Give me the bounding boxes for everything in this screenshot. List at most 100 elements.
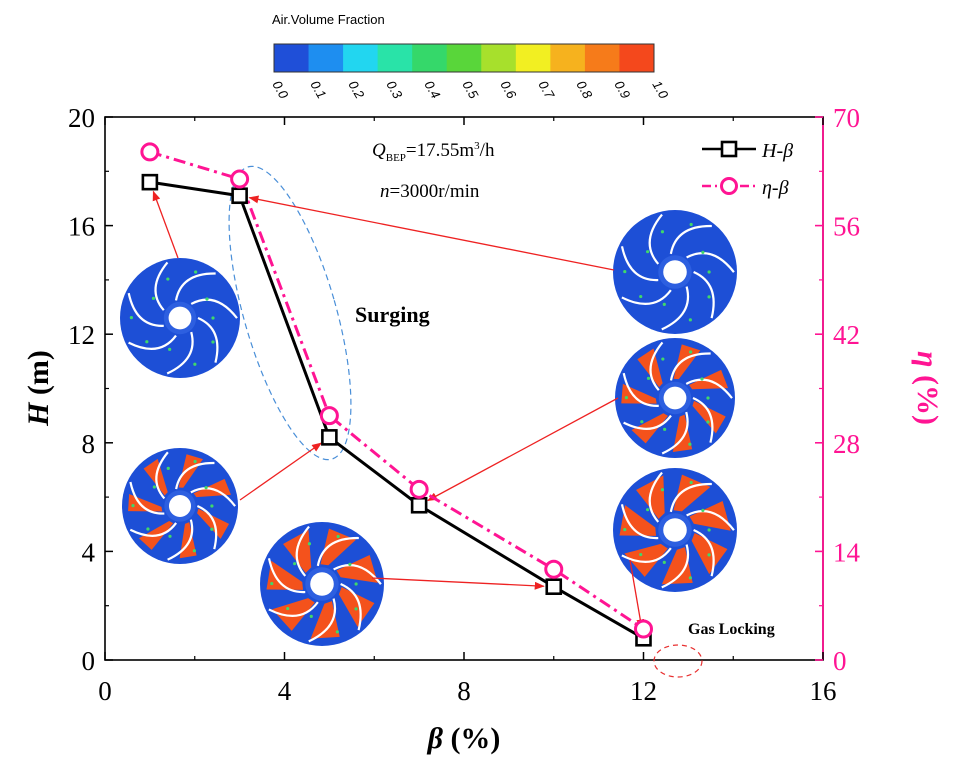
eta-data-point — [319, 406, 339, 426]
impeller-speckle — [210, 504, 214, 508]
impeller-speckle — [211, 316, 215, 320]
legend-eta-label: η-β — [762, 177, 789, 199]
impeller-speckle — [707, 295, 711, 299]
annotation-arrow — [152, 190, 179, 259]
impeller-beta-7 — [615, 338, 735, 458]
impeller-speckle — [623, 269, 627, 274]
impeller-gas-zone — [178, 454, 203, 488]
annotation-arrows — [152, 190, 645, 630]
y-axis-right-title: η (%) — [911, 351, 944, 425]
impeller-hub — [663, 260, 687, 284]
impeller-speckle — [166, 466, 170, 470]
y-left-tick-label: 4 — [82, 537, 96, 567]
impeller-speckle — [663, 427, 667, 431]
impeller-speckle — [706, 420, 710, 424]
h-series-line — [149, 180, 645, 640]
gas-locking-label: Gas Locking — [688, 621, 775, 638]
y-right-tick-label: 42 — [833, 320, 860, 350]
colorbar-swatch — [619, 44, 655, 72]
impeller-speckle — [688, 318, 692, 322]
colorbar-tick-label: 0.7 — [535, 78, 557, 102]
impeller-hub — [168, 306, 192, 330]
impeller-speckle — [335, 630, 339, 634]
impeller-speckle — [624, 395, 629, 400]
x-tick-label: 12 — [630, 676, 657, 706]
impeller-beta-10 — [260, 522, 384, 646]
colorbar-swatch — [550, 44, 586, 72]
y-axis-left-title: H (m) — [22, 350, 55, 427]
impeller-beta-12 — [613, 468, 737, 592]
x-axis-title: β (%) — [427, 722, 501, 755]
impeller-speckle — [688, 442, 692, 446]
impeller-blade — [669, 224, 712, 255]
impeller-blade — [620, 504, 659, 540]
impeller-blade — [621, 289, 672, 305]
impeller-hub — [663, 386, 687, 410]
impeller-blade — [167, 519, 194, 561]
annotation-arrow — [629, 559, 645, 630]
colorbar-title: Air.Volume Fraction — [272, 12, 385, 27]
y-right-tick-label: 0 — [833, 646, 847, 676]
impeller-speckle — [688, 576, 692, 580]
impeller-speckle — [662, 302, 666, 306]
impeller-speckle — [336, 534, 340, 539]
impeller-speckle — [646, 250, 650, 254]
impeller-speckle — [689, 222, 693, 227]
impeller-blade — [686, 252, 735, 273]
impeller-blade — [669, 352, 711, 381]
impeller-speckle — [707, 528, 711, 532]
colorbar-tick-label: 0.5 — [459, 78, 481, 102]
impeller-speckle — [640, 420, 644, 424]
colorbar-swatch — [584, 44, 620, 72]
colorbar-tick-label: 1.0 — [649, 78, 671, 102]
impeller-speckle — [646, 508, 650, 512]
impeller-blade — [166, 331, 194, 375]
y-right-tick-label: 56 — [833, 212, 860, 242]
h-data-point — [545, 578, 563, 595]
impeller-blade — [129, 522, 178, 537]
colorbar-tick-label: 0.3 — [383, 78, 405, 102]
impeller-blade — [267, 558, 306, 594]
impeller-beta-3 — [613, 210, 737, 334]
impeller-speckle — [146, 527, 150, 531]
impeller-blade — [190, 298, 238, 319]
impeller-speckle — [661, 357, 665, 361]
legend-h-label: H-β — [761, 140, 793, 162]
impeller-blade — [128, 334, 177, 350]
impeller-speckle — [707, 553, 711, 557]
colorbar-swatch — [481, 44, 517, 72]
impeller-blade — [621, 547, 672, 563]
impeller-blade — [623, 414, 672, 430]
y-left-tick-label: 16 — [68, 212, 95, 242]
colorbar-swatch — [308, 44, 344, 72]
impeller-speckle — [354, 582, 358, 586]
impeller-gas-zone — [619, 505, 657, 536]
impeller-blade — [196, 504, 218, 550]
impeller-gas-zone — [673, 344, 701, 380]
colorbar — [274, 44, 655, 72]
impeller-gas-zone — [624, 543, 668, 577]
impeller-blade — [268, 601, 319, 617]
impeller-blade — [686, 510, 735, 531]
impeller-blade — [648, 471, 663, 523]
impeller-speckle — [270, 581, 274, 586]
legend-h-marker — [720, 140, 738, 158]
h-data-point — [410, 496, 428, 514]
x-tick-label: 4 — [278, 676, 292, 706]
speed-label: n=3000r/min — [380, 181, 480, 202]
colorbar-tick-label: 0.4 — [421, 78, 443, 101]
impeller-speckle — [152, 485, 156, 489]
impeller-speckle — [307, 542, 312, 546]
impeller-speckle — [623, 527, 627, 532]
impeller-gas-zone — [310, 601, 340, 639]
impeller-blade — [648, 213, 663, 265]
y-right-tick-label: 28 — [833, 429, 860, 459]
impeller-speckle — [211, 340, 215, 344]
h-data-point — [141, 173, 159, 191]
impeller-gas-zone — [689, 500, 731, 531]
impeller-speckle — [168, 534, 172, 538]
impeller-speckle — [293, 562, 297, 566]
h-data-point — [231, 187, 248, 205]
impeller-speckle — [193, 362, 197, 366]
impeller-hub — [310, 572, 334, 596]
